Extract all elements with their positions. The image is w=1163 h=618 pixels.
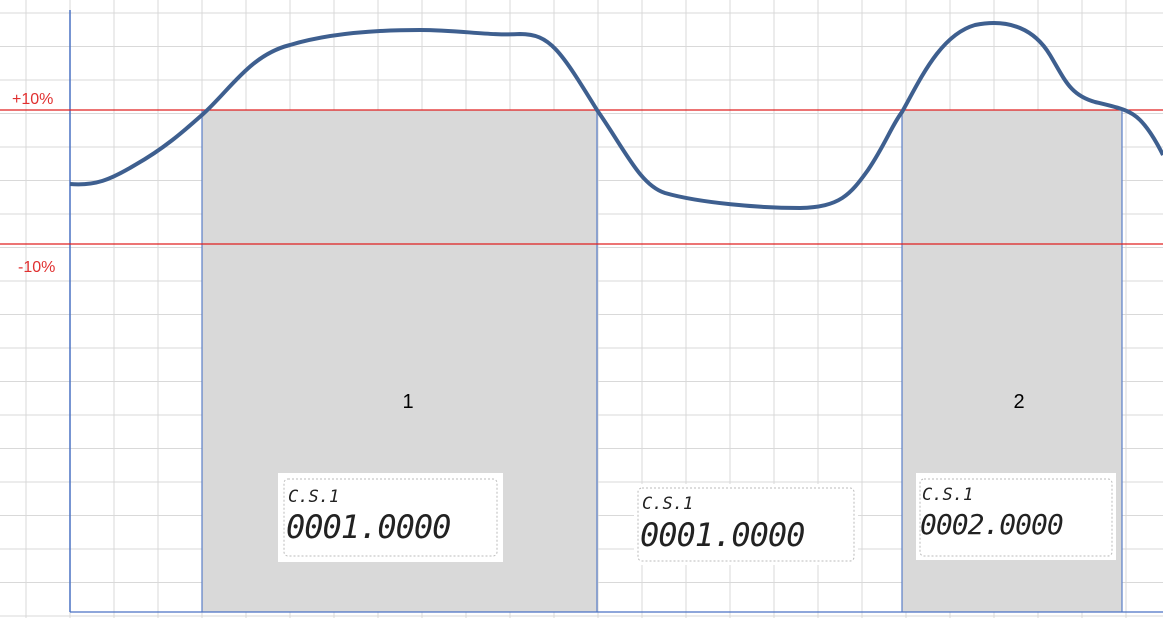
lcd-reading: 0001.0000 — [640, 516, 804, 554]
diagram: +10% -10% 1 2 C.S.1 0001.0000 C.S.1 0001… — [0, 0, 1163, 618]
lcd-reading: 0001.0000 — [286, 508, 450, 546]
region-label: 1 — [402, 391, 413, 413]
lcd-header: C.S.1 — [288, 487, 339, 507]
threshold-label: +10% — [12, 91, 53, 108]
lcd-display: C.S.1 0002.0000 — [916, 473, 1116, 560]
lcd-header: C.S.1 — [642, 494, 693, 514]
region-label: 2 — [1013, 391, 1024, 413]
threshold-label: -10% — [18, 259, 55, 276]
lcd-reading: 0002.0000 — [920, 508, 1063, 541]
lcd-display: C.S.1 0001.0000 — [278, 473, 503, 562]
lcd-header: C.S.1 — [922, 485, 973, 505]
lcd-display: C.S.1 0001.0000 — [634, 484, 858, 565]
